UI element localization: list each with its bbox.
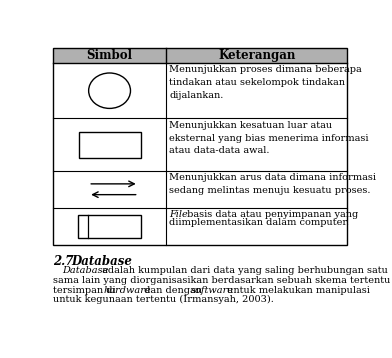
Text: 2.7: 2.7 xyxy=(53,255,82,268)
Text: Keterangan: Keterangan xyxy=(218,49,296,62)
Text: sama lain yang diorganisasikan berdasarkan sebuah skema tertentu: sama lain yang diorganisasikan berdasark… xyxy=(53,276,390,285)
Text: Menunjukkan kesatuan luar atau
eksternal yang bias menerima informasi
atau data-: Menunjukkan kesatuan luar atau eksternal… xyxy=(169,121,369,155)
Text: File: File xyxy=(169,210,188,219)
Text: Database: Database xyxy=(71,255,132,268)
Text: Database: Database xyxy=(63,266,109,275)
Text: Menunjukkan arus data dimana informasi
sedang melintas menuju kesuatu proses.: Menunjukkan arus data dimana informasi s… xyxy=(169,173,376,195)
Bar xyxy=(78,215,142,238)
Text: untuk melakukan manipulasi: untuk melakukan manipulasi xyxy=(224,286,370,295)
Text: Menunjukkan proses dimana beberapa
tindakan atau sekelompok tindakan
dijalankan.: Menunjukkan proses dimana beberapa tinda… xyxy=(169,65,362,100)
Text: basis data atau penyimpanan yang: basis data atau penyimpanan yang xyxy=(184,210,358,219)
Bar xyxy=(78,131,141,158)
Text: software: software xyxy=(191,286,234,295)
Text: untuk kegunaan tertentu (Irmansyah, 2003).: untuk kegunaan tertentu (Irmansyah, 2003… xyxy=(53,295,274,304)
Text: diimplementasikan dalam computer.: diimplementasikan dalam computer. xyxy=(169,218,350,227)
Text: Simbol: Simbol xyxy=(87,49,132,62)
Text: hardware: hardware xyxy=(104,286,151,295)
Text: adalah kumpulan dari data yang saling berhubungan satu: adalah kumpulan dari data yang saling be… xyxy=(98,266,387,275)
Bar xyxy=(53,48,347,245)
Text: tersimpan di: tersimpan di xyxy=(53,286,119,295)
Bar xyxy=(53,48,347,63)
Text: dan dengan: dan dengan xyxy=(141,286,205,295)
